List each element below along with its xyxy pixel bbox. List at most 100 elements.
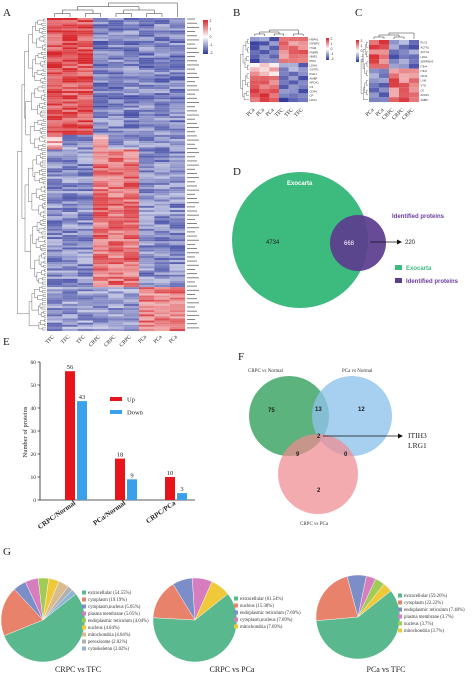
heatmap-cell [154, 168, 170, 171]
heatmap-cell [108, 205, 124, 208]
dendrogram-branch [41, 248, 46, 251]
heatmap-cell [123, 149, 140, 152]
heatmap-cell [47, 249, 63, 252]
heatmap-cell [139, 159, 155, 163]
heatmap-cell [47, 241, 63, 244]
heatmap-row-label [187, 106, 195, 108]
heatmap-cell [108, 328, 124, 332]
heatmap-cell [169, 145, 186, 148]
colorscale-bar [203, 20, 208, 54]
heatmap-cell [139, 84, 155, 87]
heatmap-cell [169, 209, 186, 213]
heatmap-cell [154, 214, 170, 217]
heatmap-cell [139, 168, 155, 171]
heatmap-cell [108, 32, 124, 35]
heatmap-cell [123, 253, 140, 256]
venn-only-identified-count: 220 [405, 240, 416, 246]
heatmap-cell [93, 88, 109, 92]
heatmap-cell [269, 89, 280, 94]
dendrogram-branch [44, 43, 46, 47]
heatmap-cell [93, 120, 109, 123]
heatmap-row-label: AMBP [310, 76, 318, 80]
heatmap-cell [154, 182, 170, 185]
heatmap-cell [139, 260, 155, 263]
panel-label-a: A [3, 7, 11, 19]
heatmap-cell [108, 237, 124, 240]
heatmap-cell [108, 136, 124, 140]
heatmap-cell [47, 159, 63, 163]
heatmap-cell [369, 68, 380, 74]
heatmap-cell [47, 214, 63, 217]
heatmap-cell [108, 70, 124, 73]
heatmap-row-label: ITIH4 [310, 46, 317, 50]
venn-arrowhead [397, 239, 402, 245]
heatmap-cell [154, 36, 170, 39]
dendrogram-branch [366, 89, 368, 95]
pie-legend-label: endoplasmic reticulum (7.40%) [404, 608, 465, 613]
heatmap-cell [62, 241, 78, 244]
heatmap-cell [123, 264, 140, 267]
heatmap-cell [139, 113, 155, 117]
heatmap-cell [108, 51, 124, 54]
heatmap-cell [62, 270, 78, 273]
heatmap-cell [108, 285, 124, 288]
heatmap-cell [154, 132, 170, 135]
heatmap-cell [77, 205, 94, 208]
heatmap-cell [108, 105, 124, 108]
heatmap-row-label: ITIH4 [421, 64, 428, 68]
heatmap-cell [62, 289, 78, 292]
heatmap-cell [47, 59, 63, 62]
heatmap-cell [62, 324, 78, 327]
heatmap-cell [154, 212, 170, 215]
heatmap-cell [139, 147, 155, 150]
pie-slice [0, 588, 44, 637]
colorscale-tick: -1 [331, 52, 334, 56]
heatmap-cell [108, 139, 124, 142]
heatmap-cell [139, 207, 155, 211]
heatmap-cell [169, 82, 186, 85]
heatmap-row-label [187, 118, 195, 120]
heatmap-cell [154, 251, 170, 254]
dendrogram-branch [41, 123, 46, 126]
heatmap-cell [259, 76, 270, 81]
heatmap-cell [47, 276, 63, 279]
heatmap-cell [154, 74, 170, 77]
heatmap-cell [369, 59, 380, 64]
heatmap-cell [77, 266, 94, 269]
heatmap-cell [169, 318, 186, 321]
heatmap-cell [62, 226, 78, 229]
heatmap-cell [154, 70, 170, 73]
dendrogram-branch [41, 52, 46, 55]
heatmap-cell [139, 43, 155, 46]
heatmap-cell [279, 54, 289, 59]
heatmap-cell [62, 274, 78, 277]
heatmap-cell [409, 73, 420, 79]
dendrogram-branch [366, 61, 368, 67]
heatmap-cell [77, 193, 94, 196]
panel-label-d: D [233, 166, 241, 178]
heatmap-cell [93, 280, 109, 284]
heatmap-cell [93, 222, 109, 225]
heatmap-cell [93, 278, 109, 281]
heatmap-cell [369, 54, 380, 60]
heatmap-cell [93, 322, 109, 325]
heatmap-cell [77, 47, 94, 50]
heatmap-cell [108, 26, 124, 29]
heatmap-cell [62, 203, 78, 206]
heatmap-row-label [187, 56, 195, 58]
heatmap-cell [62, 161, 78, 165]
heatmap-cell [47, 116, 63, 119]
heatmap-cell [169, 172, 186, 175]
heatmap-cell [409, 78, 420, 83]
heatmap-row-label: IGFBP2 [310, 42, 320, 46]
heatmap-cell [154, 239, 170, 242]
heatmap-cell [154, 316, 170, 319]
heatmap-cell [93, 91, 109, 94]
heatmap-cell [154, 80, 170, 83]
heatmap-cell [62, 295, 78, 298]
heatmap-cell [169, 70, 186, 73]
heatmap-cell [298, 67, 309, 72]
heatmap-cell [93, 326, 109, 329]
